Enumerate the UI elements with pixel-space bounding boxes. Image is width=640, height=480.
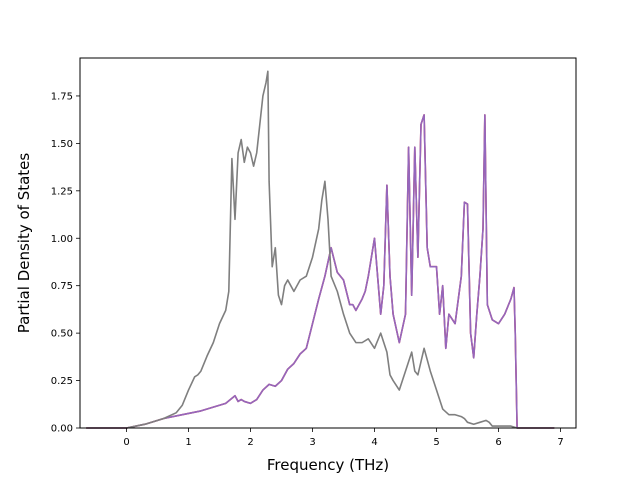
- y-tick-label: 1.00: [51, 234, 73, 245]
- series-line-3: [86, 70, 555, 429]
- y-tick-label: 1.25: [51, 186, 73, 197]
- y-tick-label: 0.75: [51, 281, 73, 292]
- plot-frame: [79, 57, 577, 429]
- x-axis-label: Frequency (THz): [267, 456, 389, 474]
- x-tick-label: 2: [247, 437, 253, 448]
- x-tick-label: 7: [557, 437, 563, 448]
- x-tick-label: 0: [123, 437, 129, 448]
- y-axis-ticks: 0.00 0.25 0.50 0.75 1.00 1.25 1.50 1.75: [51, 91, 80, 435]
- x-tick-label: 5: [433, 437, 439, 448]
- y-tick-label: 0.25: [51, 376, 73, 387]
- x-axis-ticks: 0 1 2 3 4 5 6 7: [123, 428, 564, 448]
- x-tick-label: 4: [371, 437, 377, 448]
- series-layer: [86, 70, 555, 429]
- y-tick-label: 1.75: [51, 91, 73, 102]
- x-tick-label: 1: [185, 437, 191, 448]
- y-tick-label: 0.00: [51, 424, 73, 435]
- y-tick-label: 1.50: [51, 139, 73, 150]
- x-tick-label: 3: [309, 437, 315, 448]
- series-line-2: [86, 114, 555, 429]
- y-tick-label: 0.50: [51, 329, 73, 340]
- x-tick-label: 6: [495, 437, 501, 448]
- y-axis-label: Partial Density of States: [15, 153, 33, 334]
